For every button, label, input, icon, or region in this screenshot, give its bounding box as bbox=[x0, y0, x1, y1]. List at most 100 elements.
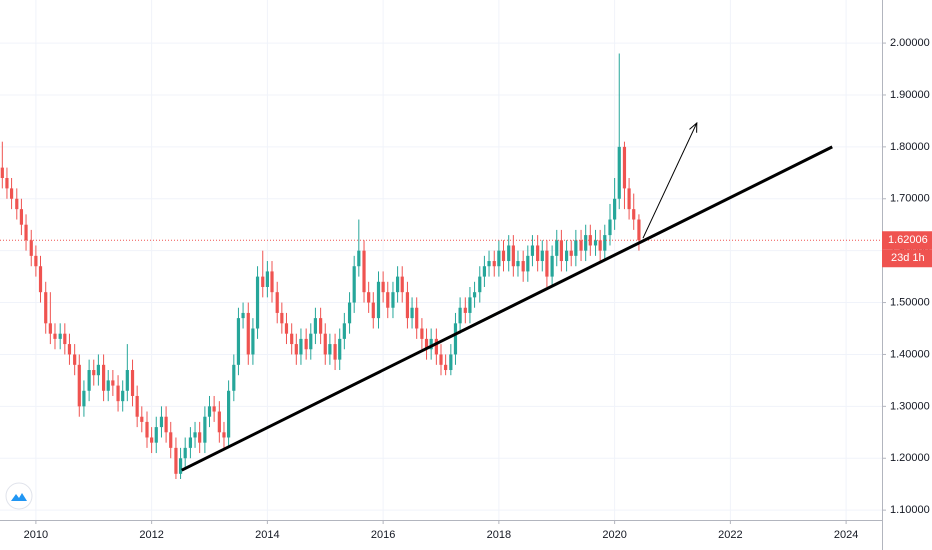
candle-body bbox=[637, 219, 641, 241]
candle-body bbox=[0, 167, 4, 179]
candle-body bbox=[323, 333, 327, 355]
candle-body bbox=[434, 338, 438, 355]
x-tick-label: 2010 bbox=[24, 529, 48, 541]
candle-body bbox=[588, 235, 592, 246]
candle-body bbox=[319, 318, 323, 334]
candle-body bbox=[559, 240, 563, 262]
candle-body bbox=[526, 255, 530, 272]
candle-body bbox=[236, 318, 241, 365]
candle-body bbox=[598, 240, 602, 251]
candle-body bbox=[53, 333, 57, 339]
candle-body bbox=[555, 240, 559, 256]
candle-body bbox=[34, 255, 38, 267]
candle-body bbox=[458, 307, 462, 324]
candle-body bbox=[593, 240, 598, 246]
candle-body bbox=[482, 266, 487, 277]
y-tick-label: 1.90000 bbox=[890, 89, 930, 101]
candle-body bbox=[516, 261, 520, 267]
candle-body bbox=[424, 338, 429, 350]
candle-body bbox=[603, 235, 607, 251]
candle-body bbox=[405, 292, 410, 319]
candle-body bbox=[270, 271, 274, 293]
candle-body bbox=[429, 338, 433, 350]
logo[interactable] bbox=[5, 482, 33, 510]
y-tick-label: 1.40000 bbox=[890, 348, 930, 360]
candle-body bbox=[478, 276, 482, 293]
candle-body bbox=[121, 390, 125, 402]
candle-body bbox=[501, 250, 506, 262]
candle-body bbox=[275, 292, 279, 313]
candle-body bbox=[5, 178, 9, 189]
candle-body bbox=[313, 318, 318, 334]
candle-body bbox=[608, 219, 612, 236]
candle-body bbox=[203, 416, 207, 443]
price-label-bg bbox=[882, 231, 932, 250]
candle-body bbox=[352, 266, 356, 303]
candle-body bbox=[101, 364, 106, 391]
candle-body bbox=[507, 245, 511, 262]
candle-body bbox=[183, 447, 187, 459]
candle-body bbox=[241, 312, 245, 319]
drawings bbox=[181, 123, 833, 472]
y-tick-label: 1.80000 bbox=[890, 141, 930, 153]
candle-body bbox=[82, 390, 86, 407]
candle-body bbox=[386, 292, 390, 308]
candle-body bbox=[342, 323, 346, 339]
candle-body bbox=[145, 421, 149, 438]
candle-body bbox=[38, 266, 43, 293]
candle-body bbox=[449, 354, 453, 371]
y-tick-label: 2.00000 bbox=[890, 37, 930, 49]
candle-body bbox=[376, 281, 381, 319]
candle-body bbox=[569, 250, 573, 256]
candle-body bbox=[540, 250, 544, 262]
candle-body bbox=[255, 276, 260, 329]
x-tick-label: 2016 bbox=[371, 529, 395, 541]
candle-body bbox=[468, 297, 472, 313]
candle-body bbox=[294, 344, 298, 355]
candle-body bbox=[106, 380, 110, 391]
candle-body bbox=[439, 354, 443, 365]
candle-body bbox=[15, 198, 19, 210]
price-label: 1.62006 bbox=[888, 234, 928, 246]
candle-body bbox=[174, 447, 178, 474]
candle-body bbox=[395, 276, 400, 293]
y-tick-label: 1.10000 bbox=[890, 504, 930, 516]
candle-body bbox=[169, 432, 173, 448]
candle-body bbox=[371, 302, 375, 319]
candle-body bbox=[63, 333, 67, 345]
candle-body bbox=[188, 437, 193, 448]
candle-body bbox=[453, 323, 458, 355]
candle-body bbox=[193, 432, 197, 438]
candle-body bbox=[497, 250, 501, 267]
candle-body bbox=[530, 245, 535, 256]
candle-body bbox=[574, 240, 578, 256]
candle-body bbox=[130, 370, 135, 396]
trendline bbox=[181, 145, 833, 472]
y-tick-label: 1.70000 bbox=[890, 193, 930, 205]
candle-body bbox=[217, 411, 221, 433]
candle-body bbox=[299, 338, 303, 355]
candle-body bbox=[29, 240, 33, 256]
candle-body bbox=[420, 328, 424, 339]
candle-body bbox=[96, 364, 100, 376]
candle-body bbox=[227, 390, 231, 438]
y-tick-label: 1.20000 bbox=[890, 452, 930, 464]
candle-body bbox=[232, 364, 236, 391]
candle-body bbox=[584, 235, 588, 251]
candle-body bbox=[222, 432, 226, 438]
candle-body bbox=[159, 416, 164, 428]
candle-body bbox=[135, 395, 139, 417]
candle-body bbox=[140, 416, 144, 422]
grid bbox=[0, 0, 882, 520]
candle-body bbox=[116, 385, 120, 402]
candle-body bbox=[617, 146, 621, 199]
candle-body bbox=[511, 245, 515, 267]
candle-body bbox=[463, 307, 467, 313]
candle-body bbox=[261, 276, 265, 287]
candle-body bbox=[19, 209, 24, 225]
candle-body bbox=[48, 323, 52, 334]
y-tick-label: 1.30000 bbox=[890, 400, 930, 412]
candle-body bbox=[632, 209, 636, 220]
